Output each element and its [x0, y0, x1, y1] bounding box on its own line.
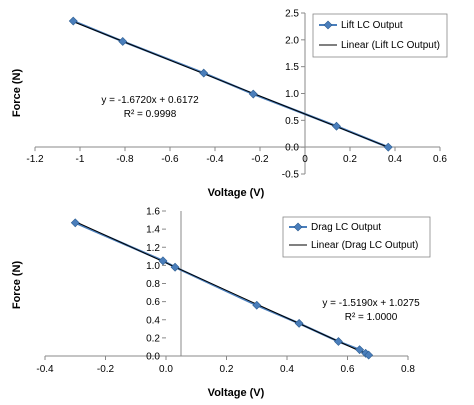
y-tick-label: 1.0: [146, 261, 160, 272]
regression-equation: y = -1.5190x + 1.0275: [322, 298, 420, 309]
y-axis-title: Force (N): [11, 69, 23, 118]
y-tick-label: 1.0: [285, 89, 299, 100]
x-tick-label: -0.4: [206, 154, 224, 165]
y-tick-labels: 0.0 0.2 0.4 0.6 0.8 1.0 1.2 1.4 1.6: [146, 207, 166, 363]
x-tick-label: -0.8: [116, 154, 134, 165]
y-tick-label: 0.0: [146, 352, 160, 363]
x-tick-labels: -0.4 -0.2 0.0 0.2 0.4 0.6 0.8: [36, 356, 415, 375]
x-tick-label: -0.4: [36, 364, 54, 375]
x-axis-title: Voltage (V): [208, 187, 265, 199]
x-tick-label: 0.6: [341, 364, 355, 375]
data-point: [70, 218, 80, 228]
data-point: [170, 262, 180, 272]
legend-box: [312, 13, 448, 58]
series-layer: [70, 218, 374, 360]
data-point: [294, 318, 304, 328]
y-tick-labels: -0.5 0.0 0.5 1.0 1.5 2.0 2.5: [282, 9, 305, 181]
y-tick-label: 0.0: [285, 143, 299, 154]
y-tick-label: 1.6: [146, 207, 160, 218]
data-point: [248, 89, 258, 99]
data-point: [158, 256, 168, 266]
x-tick-label: -0.6: [161, 154, 179, 165]
regression-equation: y = -1.6720x + 0.6172: [101, 95, 199, 106]
x-tick-label: 0.4: [280, 364, 294, 375]
x-axis-title: Voltage (V): [208, 387, 265, 399]
data-point: [355, 345, 365, 355]
data-point: [118, 37, 128, 46]
y-tick-label: 0.5: [285, 116, 299, 127]
x-tick-label: -0.2: [251, 154, 269, 165]
x-tick-label: 0.0: [159, 364, 173, 375]
data-point: [252, 300, 262, 310]
legend-box: [282, 216, 431, 258]
data-point: [383, 142, 393, 152]
legend-marker-diamond: [323, 20, 333, 30]
data-point: [334, 337, 343, 346]
y-tick-label: 2.5: [285, 9, 299, 20]
x-tick-labels: -1.2 -1 -0.8 -0.6 -0.4 -0.2 0 0.2 0.4 0.6: [26, 147, 447, 165]
y-tick-label: 1.4: [146, 225, 160, 236]
x-tick-label: 0.2: [220, 364, 234, 375]
x-tick-label: -0.2: [97, 364, 115, 375]
data-point: [199, 68, 209, 78]
x-tick-label: 0.4: [388, 154, 402, 165]
x-tick-label: 0.2: [343, 154, 357, 165]
y-tick-label: 0.8: [146, 279, 160, 290]
legend-label-series: Lift LC Output: [341, 20, 403, 31]
legend-label-trendline: Linear (Drag LC Output): [311, 240, 418, 251]
y-tick-label: 0.2: [146, 333, 160, 344]
x-tick-label: -1: [76, 154, 85, 165]
data-point: [332, 121, 341, 131]
series-layer: [68, 16, 393, 152]
legend-label-series: Drag LC Output: [311, 222, 381, 233]
lift-chart: -1.2 -1 -0.8 -0.6 -0.4 -0.2 0 0.2 0.4 0.6 -0.5 0.0…: [11, 9, 448, 199]
y-tick-label: 0.6: [146, 297, 160, 308]
y-axis-title: Force (N): [11, 261, 23, 310]
r-squared-label: R² = 0.9998: [124, 109, 177, 120]
legend-marker-diamond: [293, 222, 303, 232]
y-tick-label: 1.2: [146, 243, 160, 254]
y-tick-label: 2.0: [285, 35, 299, 46]
r-squared-label: R² = 1.0000: [345, 312, 398, 323]
legend: Drag LC Output Linear (Drag LC Output): [282, 216, 431, 258]
y-tick-label: 1.5: [285, 62, 299, 73]
data-point: [68, 16, 78, 26]
x-tick-label: 0.8: [401, 364, 415, 375]
drag-chart: -0.4 -0.2 0.0 0.2 0.4 0.6 0.8 0.0 0.2 0.4 0.6 0.8 1…: [11, 207, 431, 399]
x-tick-label: -1.2: [26, 154, 44, 165]
y-tick-label: 0.4: [146, 315, 160, 326]
x-tick-label: 0: [302, 154, 308, 165]
legend: Lift LC Output Linear (Lift LC Output): [312, 13, 448, 58]
trendline: [75, 221, 369, 356]
x-tick-label: 0.6: [433, 154, 447, 165]
y-tick-label: -0.5: [282, 170, 300, 181]
data-point: [364, 350, 374, 360]
legend-label-trendline: Linear (Lift LC Output): [341, 40, 440, 51]
